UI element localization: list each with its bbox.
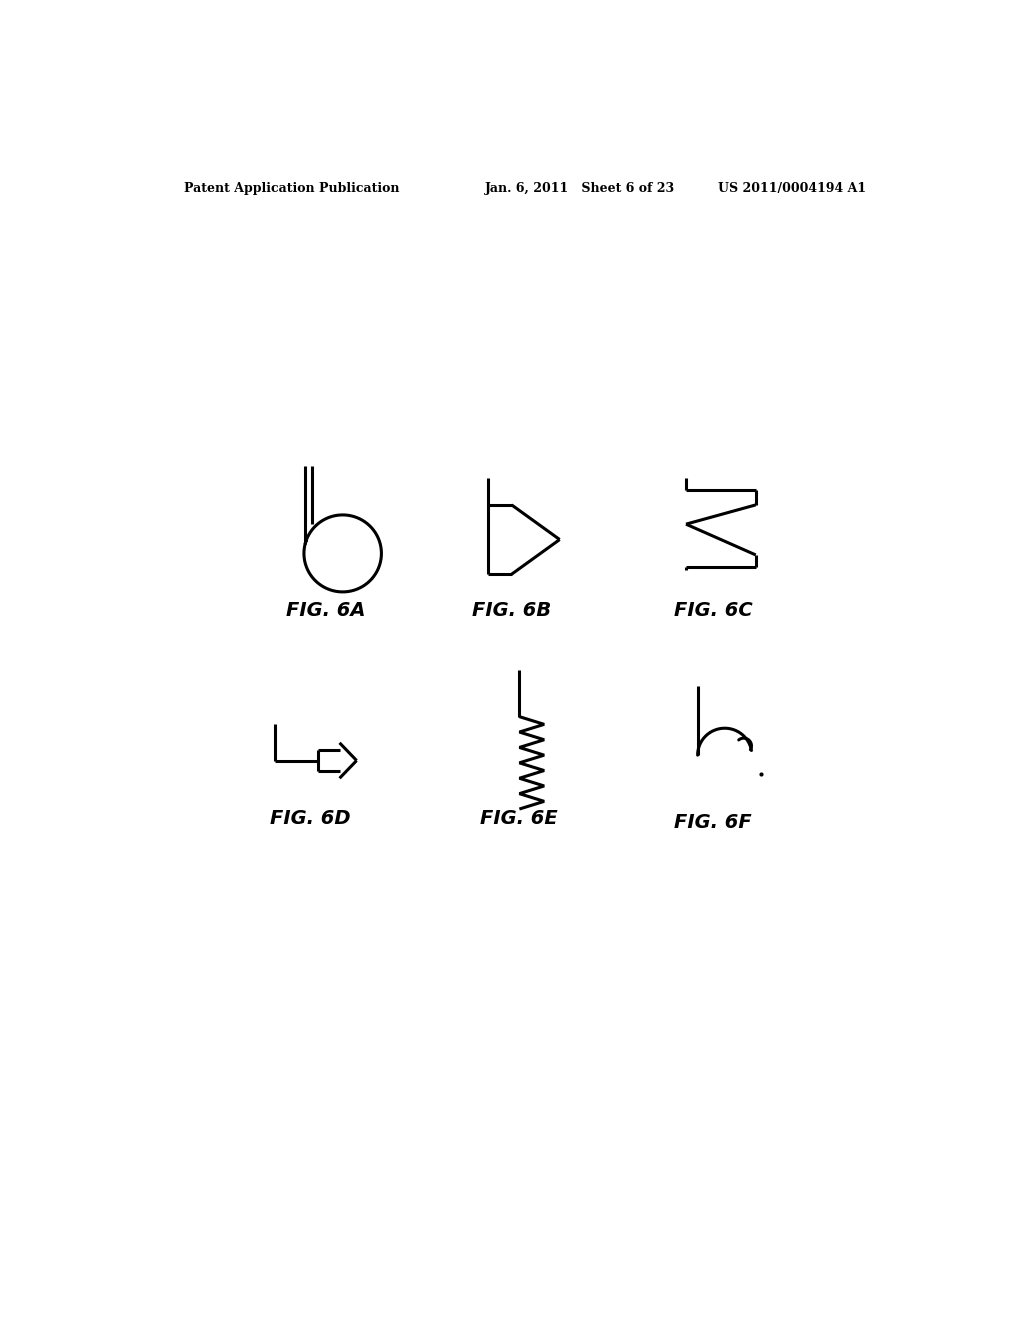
Text: Patent Application Publication: Patent Application Publication [183, 182, 399, 194]
Text: FIG. 6E: FIG. 6E [480, 809, 558, 828]
Text: Jan. 6, 2011   Sheet 6 of 23: Jan. 6, 2011 Sheet 6 of 23 [484, 182, 675, 194]
Text: US 2011/0004194 A1: US 2011/0004194 A1 [718, 182, 866, 194]
Text: FIG. 6A: FIG. 6A [286, 601, 366, 620]
Text: FIG. 6B: FIG. 6B [472, 601, 551, 620]
Text: FIG. 6C: FIG. 6C [674, 601, 753, 620]
Text: FIG. 6D: FIG. 6D [269, 809, 350, 828]
Text: FIG. 6F: FIG. 6F [674, 813, 752, 832]
